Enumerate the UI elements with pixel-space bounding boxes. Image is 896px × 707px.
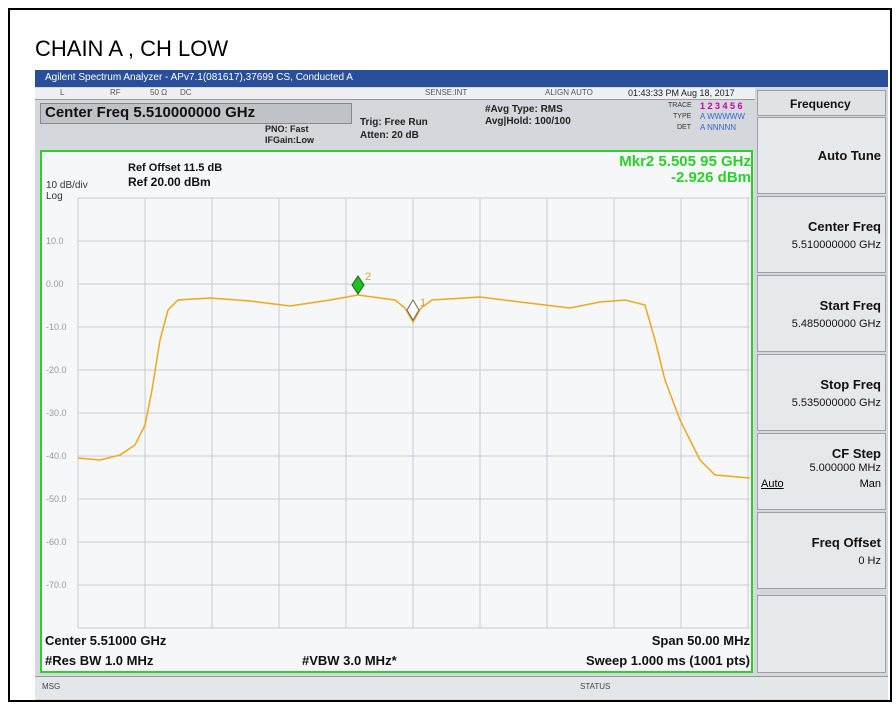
y-label: 0.00 (46, 279, 64, 289)
det-value: A NNNNN (700, 123, 737, 132)
trace (77, 294, 751, 479)
center: Center 5.51000 GHz (45, 633, 167, 648)
footer-bar (35, 676, 888, 699)
window-title-bar (35, 70, 888, 87)
status-datetime: 01:43:33 PM Aug 18, 2017 (628, 88, 735, 98)
status-rf: RF (110, 88, 121, 97)
softkey-value: 5.000000 MHz (809, 462, 881, 474)
y-label: -50.0 (46, 494, 67, 504)
y-label: -60.0 (46, 537, 67, 547)
y-labels: 10.0 0.00 -10.0 -20.0 -30.0 -40.0 -50.0 -60.0 -7… (46, 236, 67, 590)
atten: Atten: 20 dB (360, 130, 419, 141)
grid (77, 197, 750, 629)
pno: PNO: Fast (265, 124, 309, 134)
softkey[interactable]: Start Freq 5.485000000 GHz (757, 275, 886, 352)
marker-freq: Mkr2 5.505 95 GHz (619, 153, 751, 170)
type-label: TYPE (673, 113, 692, 120)
marker-1-icon (406, 299, 420, 321)
softkey-label: Center Freq (808, 219, 881, 234)
vbw: #VBW 3.0 MHz* (302, 653, 397, 668)
y-label: -10.0 (46, 322, 67, 332)
avg-hold: Avg|Hold: 100/100 (485, 116, 571, 127)
status-align: ALIGN AUTO (545, 88, 593, 97)
softkey-label: Start Freq (819, 298, 881, 313)
softkey[interactable]: Center Freq 5.510000000 GHz (757, 196, 886, 273)
y-label: -20.0 (46, 365, 67, 375)
log: Log (46, 191, 63, 202)
softkey-option: Man (859, 478, 881, 490)
trace-label: TRACE (668, 102, 692, 109)
softkey-blank (757, 595, 886, 673)
trig: Trig: Free Run (360, 117, 428, 128)
y-label: -40.0 (46, 451, 67, 461)
softkey[interactable]: Freq Offset 0 Hz (757, 512, 886, 589)
center-freq-box (40, 103, 352, 124)
softkey[interactable]: Auto Tune (757, 117, 886, 194)
softkey-label: Auto Tune (817, 148, 881, 163)
softkey-label: Freq Offset (811, 535, 881, 550)
graph: 10.0 0.00 -10.0 -20.0 -30.0 -40.0 -50.0 -60.0 -7… (40, 150, 753, 673)
softkey-header (757, 90, 886, 116)
y-label: -30.0 (46, 408, 67, 418)
scale: 10 dB/div (46, 180, 88, 191)
avg-type: #Avg Type: RMS (485, 104, 563, 115)
footer-status: STATUS (580, 682, 611, 691)
y-label: -70.0 (46, 580, 67, 590)
sweep: Sweep 1.000 ms (1001 pts) (585, 653, 750, 668)
center-freq: Center Freq 5.510000000 GHz (45, 104, 256, 121)
ref-level: Ref 20.00 dBm (128, 175, 211, 189)
page-title: CHAIN A , CH LOW (35, 36, 229, 61)
softkey-value: 5.485000000 GHz (791, 318, 881, 330)
softkey-value: 5.535000000 GHz (791, 397, 881, 409)
frame (8, 8, 892, 702)
status-l: L (60, 88, 65, 97)
trace-nums: 1 2 3 4 5 6 (700, 101, 743, 111)
det-label: DET (677, 124, 691, 131)
softkey[interactable]: Stop Freq 5.535000000 GHz (757, 354, 886, 431)
softkey-label: Stop Freq (820, 377, 881, 392)
span: Span 50.00 MHz (651, 633, 750, 648)
type-value: A WWWWW (700, 112, 745, 121)
rbw: #Res BW 1.0 MHz (45, 653, 154, 668)
marker-amp: -2.926 dBm (670, 169, 751, 186)
status-impedance: 50 Ω (150, 88, 168, 97)
ref-offset: Ref Offset 11.5 dB (128, 162, 223, 174)
status-sense: SENSE:INT (425, 88, 468, 97)
y-label: 10.0 (46, 236, 64, 246)
marker-1-label: 1 (420, 297, 426, 309)
softkey-label: CF Step (831, 446, 881, 461)
footer-msg: MSG (42, 682, 61, 691)
softkey[interactable]: CF Step 5.000000 MHz Auto Man (757, 433, 886, 510)
softkey-header-label: Frequency (790, 97, 851, 111)
marker-2-icon (351, 275, 365, 295)
marker-2-label: 2 (365, 271, 371, 283)
ifgain: IFGain:Low (265, 135, 314, 145)
status-row (35, 88, 755, 100)
window-title: Agilent Spectrum Analyzer - APv7.1(08161… (45, 72, 353, 83)
softkey-option: Auto (761, 478, 784, 490)
softkey-value: 0 Hz (858, 555, 881, 567)
softkey-value: 5.510000000 GHz (791, 239, 881, 251)
status-coupling: DC (180, 88, 192, 97)
